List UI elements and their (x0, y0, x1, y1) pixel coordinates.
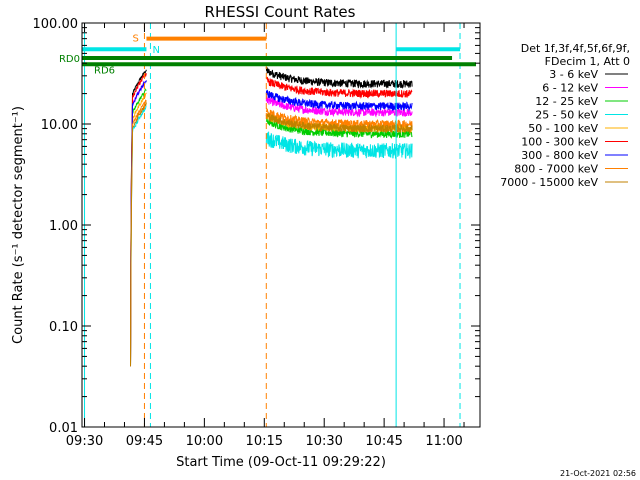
x-tick-label: 10:15 (246, 434, 283, 449)
series-line-segment-2 (265, 96, 413, 118)
series-line-segment-2 (265, 89, 413, 112)
legend-entry-label: 50 - 100 keV (528, 122, 598, 135)
timestamp: 21-Oct-2021 02:56 (560, 469, 636, 478)
legend-header-line-1: Det 1f,3f,4f,5f,6f,9f, (521, 42, 630, 55)
series-line-segment-1 (130, 99, 147, 367)
chart-title: RHESSI Count Rates (205, 3, 356, 21)
x-tick-label: 10:45 (365, 434, 402, 449)
series-line-segment-1 (130, 92, 147, 367)
y-axis: 0.01 0.10 1.00 10.00 100.00 (33, 17, 480, 436)
series-line-segment-2 (265, 131, 413, 159)
y-axis-label: Count Rate (s⁻¹ detector segment⁻¹) (11, 106, 26, 344)
legend-entry-label: 12 - 25 keV (535, 95, 598, 108)
x-tick-label: 10:30 (305, 434, 342, 449)
flag-label: RD0 (59, 54, 80, 65)
x-axis: 09:30 09:45 10:00 10:15 10:30 10:45 11:00 (66, 23, 465, 449)
flag-label: N (152, 45, 159, 56)
series-line-segment-2 (265, 76, 413, 99)
legend-entry-label: 7000 - 15000 keV (500, 176, 598, 189)
series-line-segment-1 (130, 87, 147, 367)
legend-entry-label: 300 - 800 keV (521, 149, 598, 162)
series-line-segment-2 (265, 66, 413, 89)
x-tick-label: 09:30 (66, 434, 103, 449)
series-line-segment-2 (265, 107, 413, 130)
series-layer (130, 66, 413, 367)
series-line-segment-1 (130, 80, 147, 367)
legend-entry-label: 800 - 7000 keV (514, 163, 598, 176)
series-line-segment-1 (130, 73, 147, 367)
series-line-segment-2 (265, 112, 413, 135)
y-tick-label: 0.01 (49, 421, 78, 436)
y-tick-label: 100.00 (33, 17, 79, 32)
flag-label: RD6 (94, 65, 115, 76)
x-tick-label: 11:00 (425, 434, 462, 449)
y-tick-label: 1.00 (49, 219, 78, 234)
x-axis-label: Start Time (09-Oct-11 09:29:22) (176, 455, 386, 470)
x-tick-label: 09:45 (126, 434, 163, 449)
y-tick-label: 10.00 (41, 118, 78, 133)
x-tick-label: 10:00 (186, 434, 223, 449)
y-tick-label: 0.10 (49, 320, 78, 335)
legend-entry-label: 6 - 12 keV (542, 82, 598, 95)
series-line-segment-1 (130, 105, 147, 367)
legend-entry-label: 3 - 6 keV (549, 68, 598, 81)
legend-entry-label: 100 - 300 keV (521, 136, 598, 149)
legend: Det 1f,3f,4f,5f,6f,9f, FDecim 1, Att 0 3… (500, 42, 630, 189)
flag-layer: S N RD0 RD6 (59, 34, 477, 76)
legend-header-line-2: FDecim 1, Att 0 (545, 55, 630, 68)
flag-label: S (132, 34, 138, 45)
series-line-segment-1 (130, 102, 147, 367)
legend-entry-label: 25 - 50 keV (535, 109, 598, 122)
